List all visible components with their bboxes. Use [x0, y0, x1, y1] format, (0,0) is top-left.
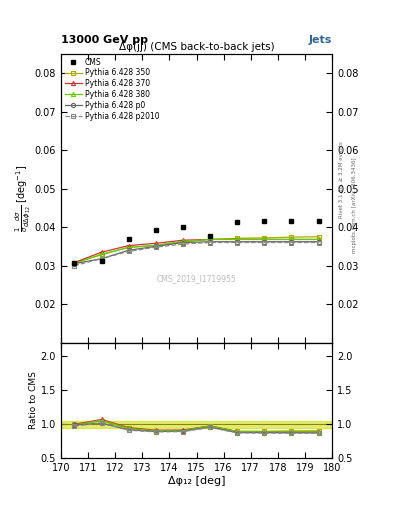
CMS — [235, 219, 240, 225]
Pythia 6.428 p2010 — [289, 240, 294, 246]
Pythia 6.428 p0 — [99, 255, 104, 262]
Pythia 6.428 p0 — [262, 239, 267, 245]
Pythia 6.428 350 — [180, 239, 185, 245]
Pythia 6.428 380 — [262, 237, 267, 243]
CMS — [72, 260, 77, 266]
CMS — [208, 232, 213, 239]
CMS — [127, 236, 131, 242]
Bar — [61, 421, 332, 428]
Pythia 6.428 380 — [99, 251, 104, 257]
Pythia 6.428 p0 — [153, 243, 158, 249]
Line: CMS: CMS — [72, 219, 321, 265]
Line: Pythia 6.428 350: Pythia 6.428 350 — [72, 234, 321, 265]
Text: Jets: Jets — [309, 35, 332, 45]
Text: Rivet 3.1.10, ≥ 3.2M events: Rivet 3.1.10, ≥ 3.2M events — [339, 141, 344, 218]
Pythia 6.428 350 — [316, 233, 321, 240]
Pythia 6.428 350 — [72, 260, 77, 266]
Pythia 6.428 p2010 — [235, 240, 240, 246]
Legend: CMS, Pythia 6.428 350, Pythia 6.428 370, Pythia 6.428 380, Pythia 6.428 p0, Pyth: CMS, Pythia 6.428 350, Pythia 6.428 370,… — [63, 56, 161, 123]
Pythia 6.428 p2010 — [208, 240, 213, 246]
Pythia 6.428 350 — [289, 234, 294, 240]
Line: Pythia 6.428 p2010: Pythia 6.428 p2010 — [72, 241, 321, 268]
Pythia 6.428 p2010 — [72, 263, 77, 269]
CMS — [153, 227, 158, 233]
Pythia 6.428 p2010 — [153, 244, 158, 250]
Text: 13000 GeV pp: 13000 GeV pp — [61, 35, 148, 45]
Line: Pythia 6.428 p0: Pythia 6.428 p0 — [72, 240, 321, 266]
Pythia 6.428 370 — [180, 237, 185, 243]
Pythia 6.428 380 — [235, 237, 240, 243]
Pythia 6.428 380 — [127, 244, 131, 250]
Text: mcplots.cern.ch [arXiv:1306.3436]: mcplots.cern.ch [arXiv:1306.3436] — [352, 157, 357, 252]
Pythia 6.428 350 — [127, 244, 131, 250]
Pythia 6.428 p2010 — [316, 240, 321, 246]
Pythia 6.428 380 — [180, 238, 185, 244]
Pythia 6.428 350 — [153, 243, 158, 249]
Pythia 6.428 370 — [208, 237, 213, 243]
Pythia 6.428 p2010 — [127, 248, 131, 254]
Pythia 6.428 p2010 — [262, 240, 267, 246]
Pythia 6.428 380 — [316, 237, 321, 243]
Text: CMS_2019_I1719955: CMS_2019_I1719955 — [157, 274, 236, 284]
X-axis label: Δφ₁₂ [deg]: Δφ₁₂ [deg] — [168, 476, 225, 486]
Pythia 6.428 p0 — [208, 239, 213, 245]
Pythia 6.428 370 — [235, 237, 240, 243]
Pythia 6.428 p0 — [127, 247, 131, 253]
Title: Δφ(jj) (CMS back-to-back jets): Δφ(jj) (CMS back-to-back jets) — [119, 41, 274, 52]
CMS — [180, 224, 185, 230]
Pythia 6.428 p0 — [316, 239, 321, 245]
Line: Pythia 6.428 370: Pythia 6.428 370 — [72, 238, 321, 265]
Pythia 6.428 370 — [127, 243, 131, 249]
Pythia 6.428 370 — [262, 237, 267, 243]
Pythia 6.428 350 — [235, 235, 240, 241]
Pythia 6.428 p0 — [180, 240, 185, 246]
Line: Pythia 6.428 380: Pythia 6.428 380 — [72, 238, 321, 266]
Pythia 6.428 370 — [316, 237, 321, 243]
Pythia 6.428 380 — [72, 261, 77, 267]
Pythia 6.428 350 — [99, 252, 104, 258]
Pythia 6.428 370 — [153, 240, 158, 246]
Pythia 6.428 350 — [262, 235, 267, 241]
Pythia 6.428 380 — [208, 237, 213, 243]
CMS — [316, 218, 321, 224]
Pythia 6.428 370 — [99, 249, 104, 255]
CMS — [262, 218, 267, 224]
Pythia 6.428 p0 — [235, 239, 240, 245]
CMS — [99, 258, 104, 264]
Pythia 6.428 p2010 — [99, 255, 104, 262]
Pythia 6.428 380 — [289, 237, 294, 243]
CMS — [289, 218, 294, 224]
Pythia 6.428 370 — [289, 237, 294, 243]
Y-axis label: Ratio to CMS: Ratio to CMS — [29, 372, 38, 430]
Y-axis label: $\frac{1}{\sigma}\frac{d\sigma}{d\Delta\phi_{12}}$ [deg$^{-1}$]: $\frac{1}{\sigma}\frac{d\sigma}{d\Delta\… — [14, 164, 33, 232]
Pythia 6.428 370 — [72, 260, 77, 266]
Pythia 6.428 p0 — [289, 239, 294, 245]
Pythia 6.428 380 — [153, 242, 158, 248]
Pythia 6.428 p0 — [72, 261, 77, 267]
Pythia 6.428 350 — [208, 237, 213, 243]
Pythia 6.428 p2010 — [180, 241, 185, 247]
